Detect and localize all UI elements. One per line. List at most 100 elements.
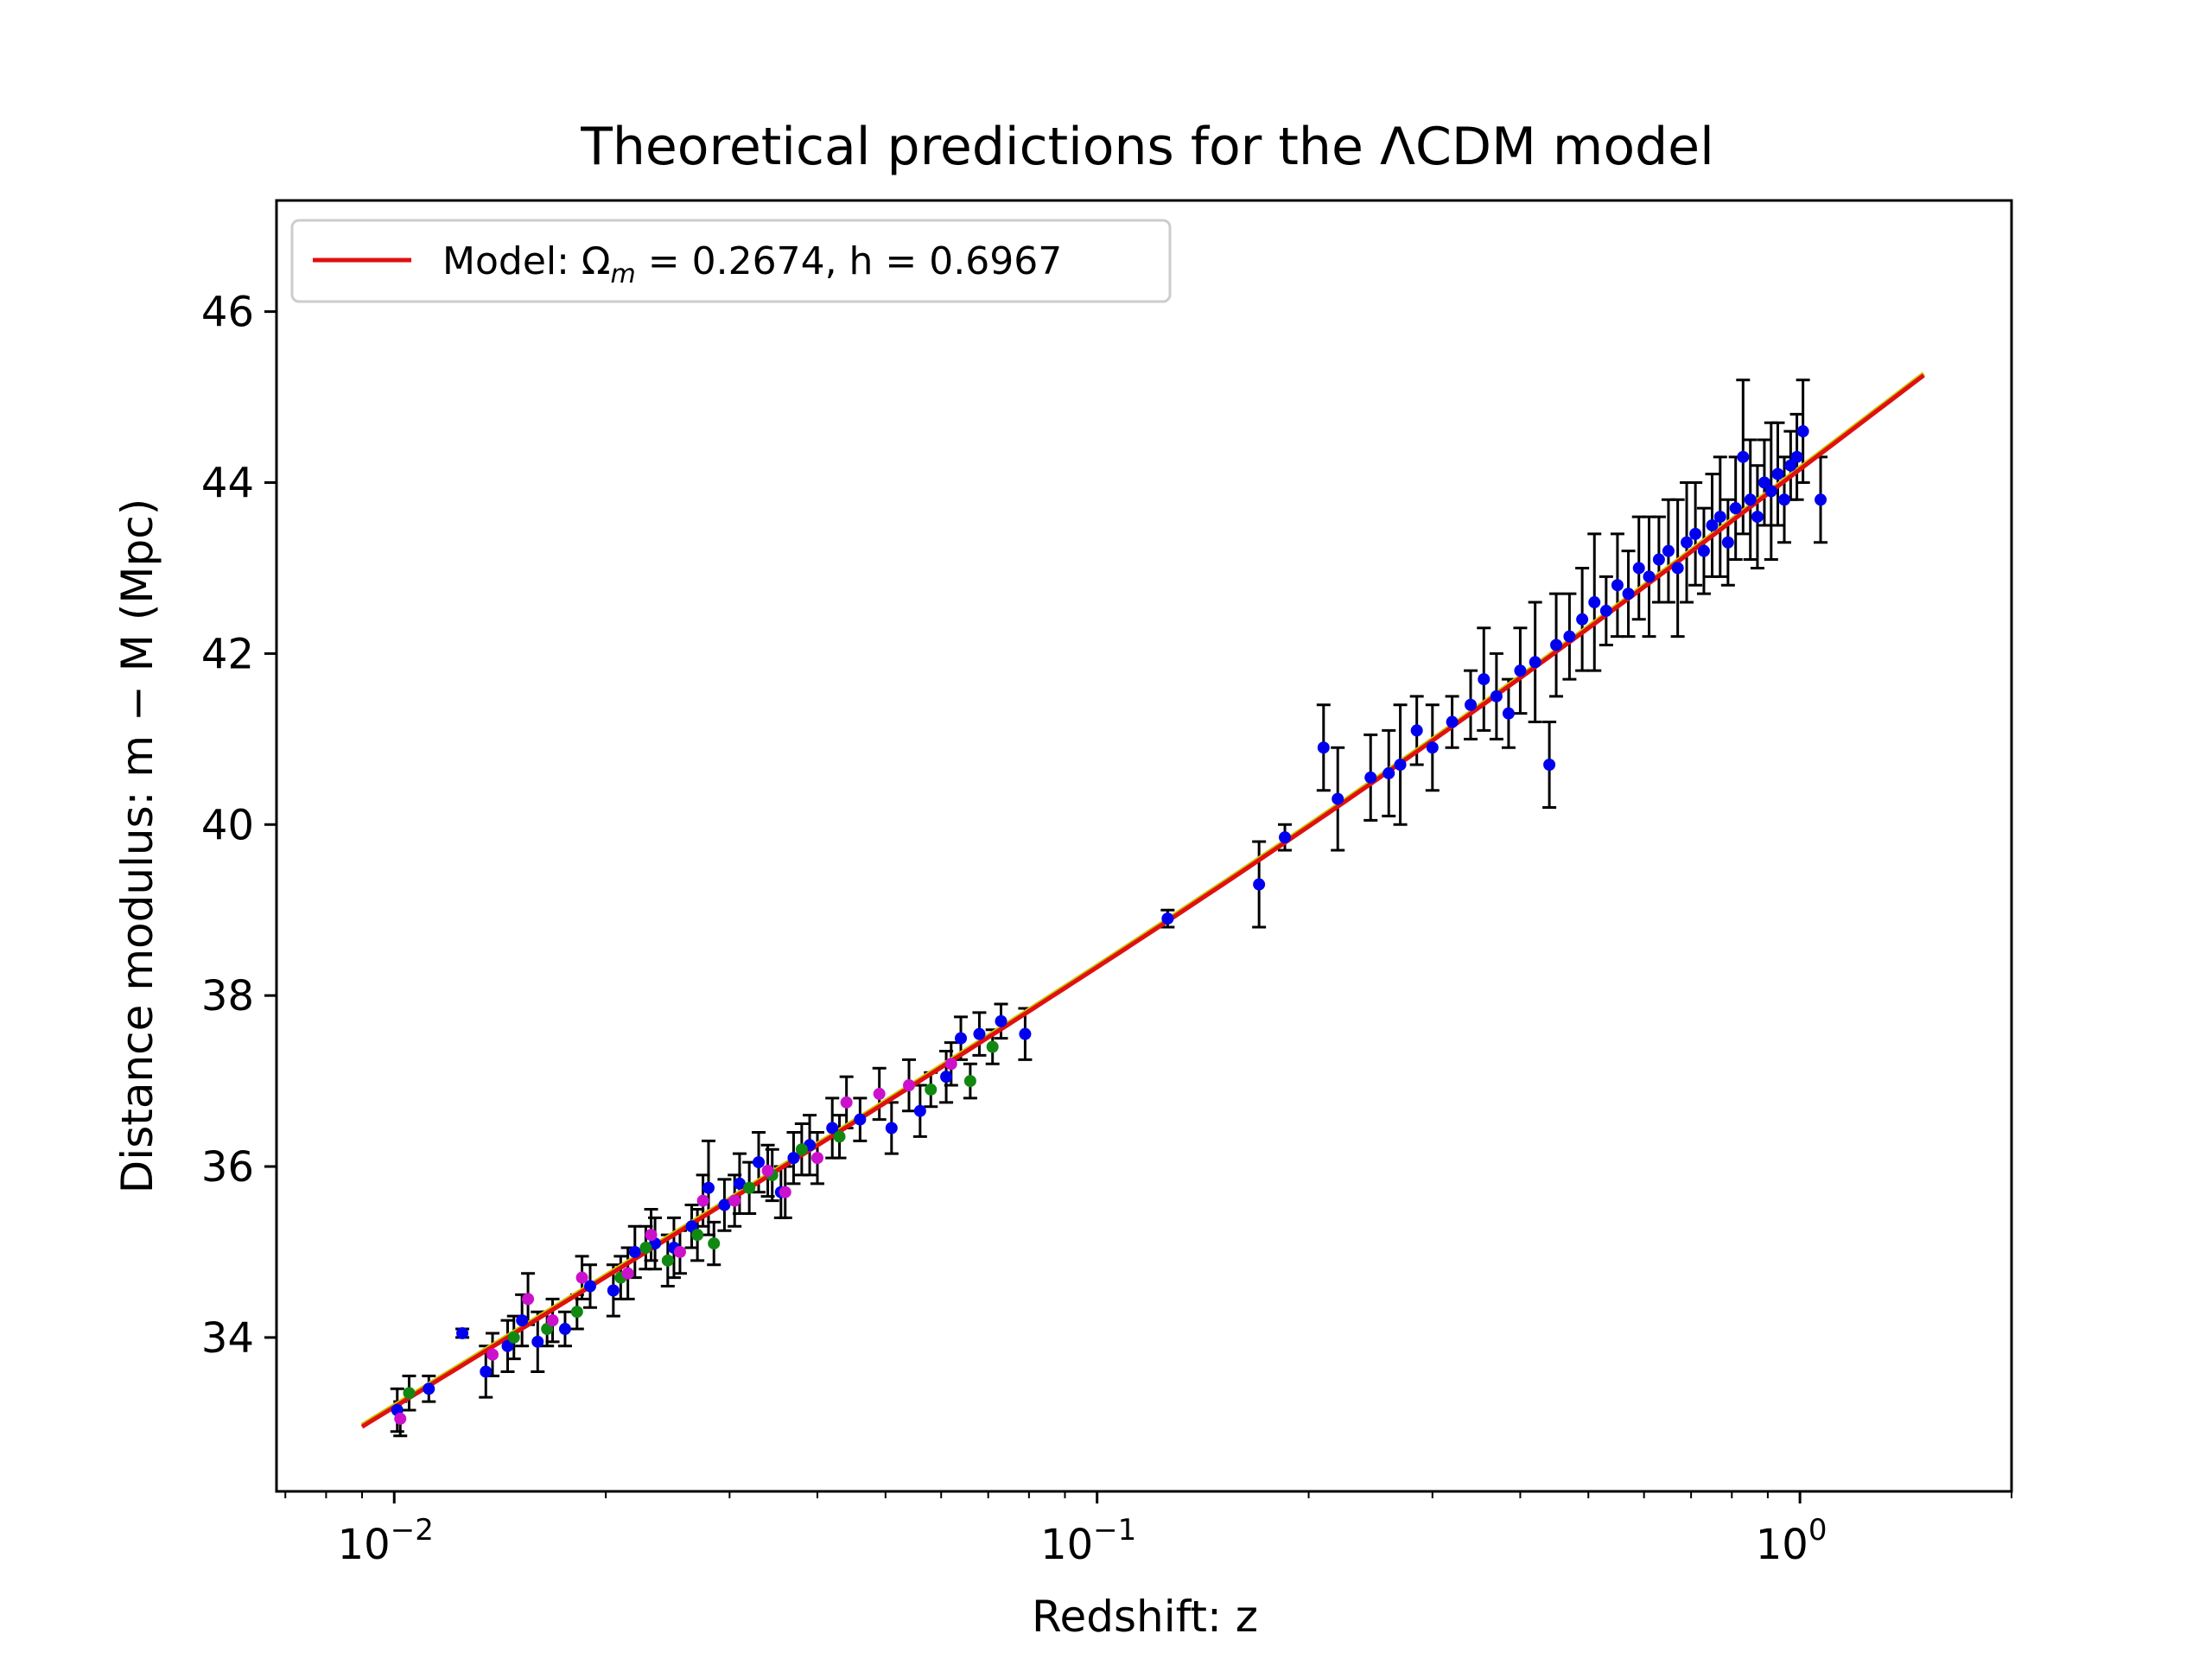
- data-point: [1622, 588, 1635, 601]
- data-point: [1713, 511, 1726, 524]
- data-point: [1815, 493, 1827, 506]
- data-point: [963, 1075, 976, 1088]
- data-point: [718, 1198, 731, 1211]
- data-point: [1671, 562, 1684, 575]
- data-point: [1681, 536, 1694, 549]
- data-point: [501, 1339, 514, 1352]
- data-point: [1279, 831, 1292, 844]
- y-tick-label: 44: [201, 460, 254, 508]
- data-point: [1332, 792, 1344, 805]
- data-point: [753, 1156, 766, 1169]
- data-point: [854, 1113, 867, 1126]
- data-point: [708, 1237, 721, 1250]
- data-point: [728, 1194, 741, 1207]
- data-point: [1662, 544, 1675, 557]
- data-point: [456, 1326, 469, 1339]
- data-point: [1771, 467, 1784, 480]
- data-point: [885, 1122, 898, 1135]
- x-tick-base: 10: [1040, 1521, 1093, 1569]
- data-point: [1706, 518, 1719, 531]
- data-point: [1478, 673, 1491, 686]
- data-point: [702, 1181, 715, 1194]
- data-point: [940, 1071, 953, 1084]
- data-point: [403, 1387, 416, 1400]
- data-point: [639, 1242, 652, 1255]
- axes-frame: [275, 199, 2013, 1493]
- data-point: [913, 1104, 926, 1117]
- y-tick-label: 46: [201, 289, 254, 337]
- x-axis: 10−2 10−1 100: [284, 1491, 2012, 1569]
- data-point: [1502, 707, 1515, 720]
- data-point: [1465, 698, 1478, 711]
- data-point: [661, 1254, 674, 1267]
- legend: Model: Ωm = 0.2674, h = 0.6967: [290, 219, 1172, 303]
- data-point: [621, 1267, 634, 1280]
- data-point: [696, 1194, 709, 1207]
- data-point: [645, 1229, 658, 1242]
- data-point: [1426, 741, 1439, 754]
- data-point: [1514, 664, 1527, 677]
- data-point: [1697, 544, 1710, 557]
- y-tick-label: 38: [201, 972, 254, 1020]
- data-point: [1652, 553, 1665, 566]
- data-point: [1576, 613, 1589, 626]
- data-point: [1394, 759, 1407, 772]
- data-point: [546, 1314, 559, 1327]
- data-point: [570, 1306, 583, 1319]
- data-point: [733, 1177, 746, 1190]
- data-point: [1632, 562, 1645, 575]
- data-point: [1364, 771, 1377, 784]
- data-point: [873, 1087, 886, 1100]
- data-point: [541, 1323, 554, 1336]
- data-point: [583, 1280, 596, 1293]
- data-point: [607, 1284, 620, 1297]
- data-point: [1446, 715, 1459, 728]
- data-point: [522, 1293, 535, 1306]
- data-point: [423, 1382, 435, 1395]
- x-axis-label: Redshift: z: [1032, 1592, 1258, 1642]
- data-point: [833, 1130, 846, 1143]
- data-point: [1382, 766, 1395, 779]
- data-point: [1751, 511, 1764, 524]
- data-point: [1764, 485, 1777, 498]
- x-tick-exponent: −2: [391, 1513, 434, 1548]
- legend-label-subscript: m: [611, 259, 636, 289]
- data-point: [516, 1314, 529, 1327]
- data-point: [840, 1096, 853, 1109]
- data-point: [394, 1412, 407, 1425]
- data-point: [531, 1335, 544, 1348]
- x-tick-label: 10−1: [1040, 1513, 1136, 1569]
- data-point: [925, 1083, 938, 1096]
- data-point: [1729, 502, 1742, 515]
- data-point: [1689, 527, 1702, 540]
- data-point: [1543, 759, 1556, 772]
- data-point: [486, 1348, 499, 1361]
- y-tick-label: 34: [201, 1314, 254, 1363]
- y-axis-label: Distance modulus: m − M (Mpc): [112, 499, 162, 1193]
- y-tick-label: 42: [201, 630, 254, 678]
- data-point: [1550, 639, 1563, 652]
- x-tick-label: 10−2: [338, 1513, 434, 1569]
- data-point: [1796, 425, 1809, 438]
- data-point: [986, 1040, 999, 1053]
- data-point: [1588, 596, 1601, 609]
- data-point: [973, 1027, 986, 1040]
- data-point: [685, 1220, 698, 1233]
- data-point: [995, 1014, 1007, 1027]
- data-point: [558, 1323, 571, 1336]
- data-point: [1563, 630, 1576, 643]
- data-point: [761, 1164, 774, 1177]
- chart-title: Theoretical predictions for the ΛCDM mod…: [580, 117, 1714, 177]
- y-tick-label: 36: [201, 1143, 254, 1192]
- data-point: [903, 1079, 916, 1092]
- plot-area: [360, 372, 1925, 1438]
- data-point: [1599, 604, 1612, 617]
- data-point: [955, 1032, 968, 1045]
- legend-label-rest: = 0.2674, h = 0.6967: [636, 239, 1062, 283]
- model-curve-alt: [360, 372, 1925, 1427]
- data-point: [1737, 450, 1750, 463]
- x-tick-label: 100: [1756, 1513, 1827, 1569]
- data-point: [944, 1058, 957, 1071]
- x-tick-base: 10: [338, 1521, 391, 1569]
